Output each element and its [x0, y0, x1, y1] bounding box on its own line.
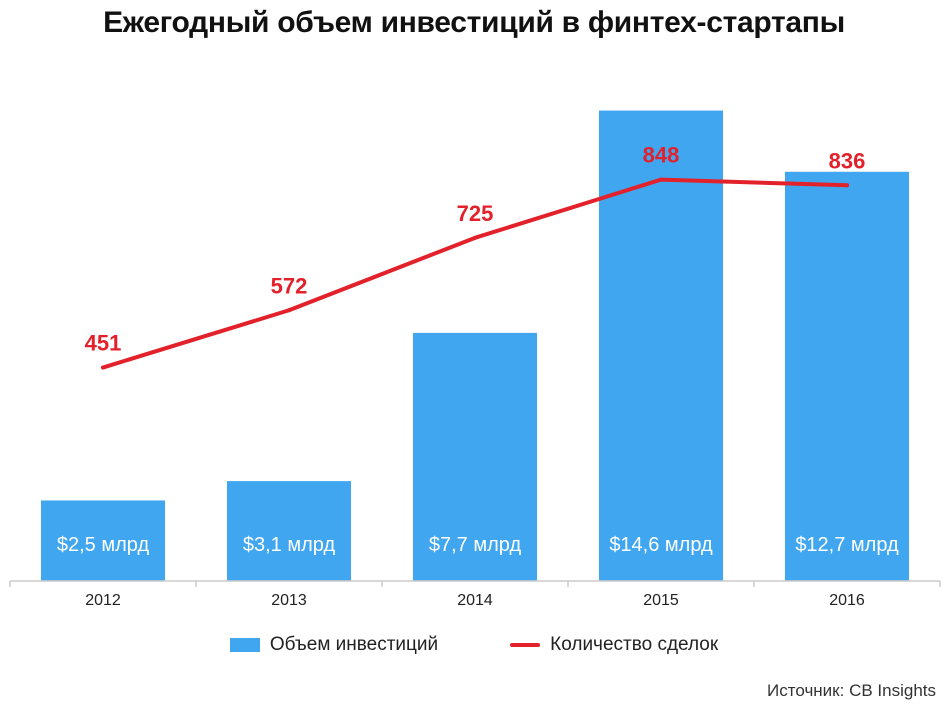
line-point-2015 — [659, 177, 663, 182]
legend-swatch-bar — [229, 638, 260, 652]
legend: Объем инвестиций Количество сделок — [0, 630, 948, 660]
x-tick-label-2016: 2016 — [829, 592, 865, 609]
line-label-2012: 451 — [85, 331, 122, 356]
legend-label-deals: Количество сделок — [550, 634, 719, 655]
chart-title: Ежегодный объем инвестиций в финтех-стар… — [103, 6, 845, 39]
bar-2016 — [785, 171, 909, 581]
bar-2014 — [413, 332, 537, 581]
line-point-2016 — [845, 183, 849, 188]
line-point-2012 — [101, 365, 105, 370]
bar-label-2012: $2,5 млрд — [57, 534, 150, 556]
source-note: Источник: CB Insights — [767, 681, 936, 700]
line-label-2015: 848 — [643, 143, 680, 168]
bar-label-2014: $7,7 млрд — [429, 534, 522, 556]
x-tick-label-2012: 2012 — [85, 592, 121, 609]
x-tick-label-2015: 2015 — [643, 592, 679, 609]
x-axis: 2012 2013 2014 2015 2016 — [9, 580, 941, 609]
line-label-2014: 725 — [457, 201, 494, 226]
legend-swatch-line — [510, 643, 541, 647]
x-tick-label-2013: 2013 — [271, 592, 307, 609]
bar-label-2013: $3,1 млрд — [243, 534, 336, 556]
bar-2012 — [41, 500, 165, 581]
bar-label-2015: $14,6 млрд — [609, 534, 713, 556]
line-layer: 451 572 725 848 836 — [85, 143, 866, 370]
x-tick-label-2014: 2014 — [457, 592, 493, 609]
bar-2015 — [599, 110, 723, 582]
line-point-2014 — [473, 235, 477, 240]
bars-layer: $2,5 млрд $3,1 млрд $7,7 млрд $14,6 млрд $12… — [41, 110, 909, 582]
legend-label-investments: Объем инвестиций — [269, 634, 439, 655]
line-label-2016: 836 — [829, 148, 866, 173]
line-point-2013 — [287, 308, 291, 313]
bar-2013 — [227, 481, 351, 581]
legend-item-deals: Количество сделок — [510, 634, 718, 656]
legend-item-investments: Объем инвестиций — [229, 634, 439, 656]
bar-label-2016: $12,7 млрд — [795, 534, 899, 556]
line-label-2013: 572 — [271, 273, 308, 298]
